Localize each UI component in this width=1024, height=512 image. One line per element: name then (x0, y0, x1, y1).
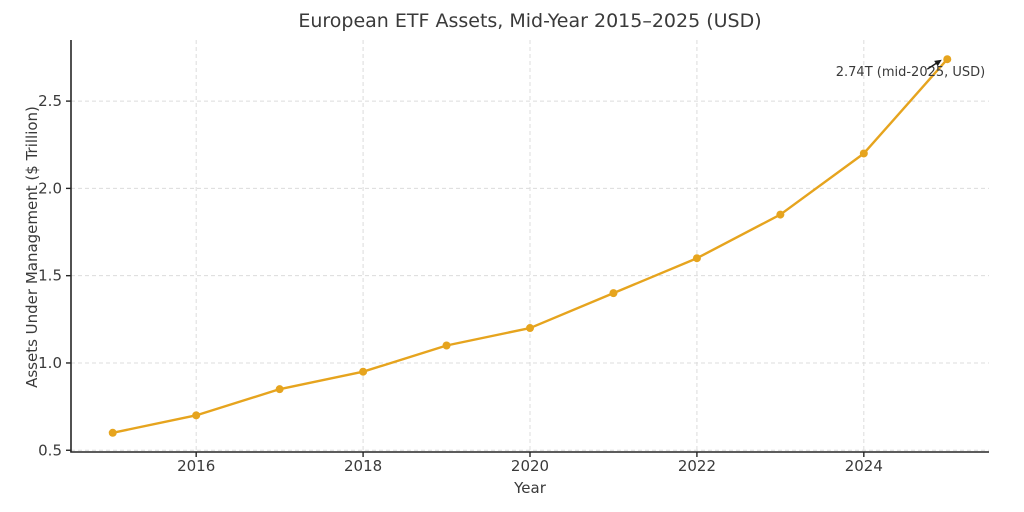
data-point-marker (859, 149, 868, 158)
chart-title: European ETF Assets, Mid-Year 2015–2025 … (298, 10, 762, 32)
x-tick-label: 2024 (845, 457, 883, 475)
data-point-marker (609, 289, 618, 298)
data-point-marker (692, 254, 701, 263)
x-axis-label: Year (514, 479, 546, 497)
annotation-arrow-head (934, 59, 942, 67)
data-point-marker (275, 385, 284, 394)
x-tick-label: 2018 (344, 457, 382, 475)
data-point-marker (943, 55, 952, 64)
x-tick-label: 2016 (177, 457, 215, 475)
y-tick-label: 1.5 (38, 267, 62, 285)
data-point-marker (108, 428, 117, 437)
data-point-marker (359, 367, 368, 376)
y-tick-label: 0.5 (38, 441, 62, 459)
data-point-marker (442, 341, 451, 350)
data-point-marker (776, 210, 785, 219)
data-point-marker (192, 411, 201, 420)
x-tick-label: 2020 (511, 457, 549, 475)
annotation-label: 2.74T (mid-2025, USD) (836, 65, 986, 80)
y-tick-label: 2.0 (38, 179, 62, 197)
y-tick-label: 2.5 (38, 92, 62, 110)
y-tick-label: 1.0 (38, 354, 62, 372)
data-point-marker (526, 324, 534, 333)
x-tick-label: 2022 (678, 457, 716, 475)
